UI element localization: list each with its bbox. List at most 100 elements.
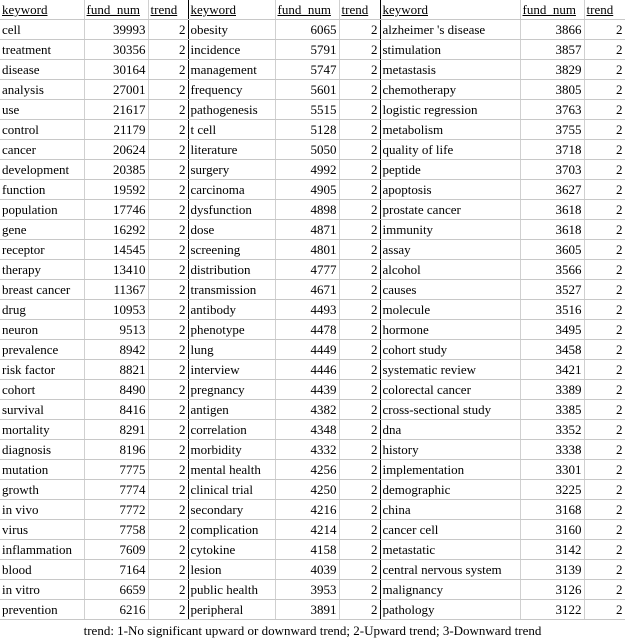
- keyword-cell: prostate cancer: [380, 199, 521, 220]
- fund-num-cell: 3225: [520, 479, 585, 500]
- trend-cell: 2: [148, 539, 189, 560]
- keyword-cell: morbidity: [188, 439, 276, 460]
- table-body: cell 39993 2 obesity 6065 2 alzheimer 's disea…: [0, 19, 625, 620]
- keyword-cell: prevention: [0, 599, 85, 620]
- keyword-cell: receptor: [0, 239, 85, 260]
- fund-num-cell: 3458: [520, 339, 585, 360]
- trend-cell: 2: [148, 299, 189, 320]
- fund-num-cell: 3755: [520, 119, 585, 140]
- fund-num-cell: 3627: [520, 179, 585, 200]
- trend-cell: 2: [584, 499, 625, 520]
- keyword-cell: analysis: [0, 79, 85, 100]
- fund-num-cell: 4801: [275, 239, 340, 260]
- trend-cell: 2: [584, 319, 625, 340]
- column-header-fund-num: fund_num: [520, 0, 585, 20]
- keyword-cell: in vivo: [0, 499, 85, 520]
- table-row: therapy 13410 2 distribution 4777 2 alcohol 356…: [0, 259, 625, 280]
- keyword-cell: surgery: [188, 159, 276, 180]
- fund-num-cell: 4439: [275, 379, 340, 400]
- keyword-cell: complication: [188, 519, 276, 540]
- trend-cell: 2: [584, 179, 625, 200]
- keyword-cell: treatment: [0, 39, 85, 60]
- fund-num-cell: 3126: [520, 579, 585, 600]
- table-row: prevalence 8942 2 lung 4449 2 cohort study 3458…: [0, 339, 625, 360]
- fund-num-cell: 3618: [520, 199, 585, 220]
- keyword-cell: prevalence: [0, 339, 85, 360]
- fund-num-cell: 3857: [520, 39, 585, 60]
- keyword-cell: use: [0, 99, 85, 120]
- fund-num-cell: 3301: [520, 459, 585, 480]
- table-row: blood 7164 2 lesion 4039 2 central nervous sys…: [0, 559, 625, 580]
- column-header-trend: trend: [148, 0, 189, 20]
- fund-num-cell: 7164: [84, 559, 149, 580]
- trend-cell: 2: [584, 559, 625, 580]
- fund-num-cell: 4256: [275, 459, 340, 480]
- table-row: in vitro 6659 2 public health 3953 2 malignanc…: [0, 579, 625, 600]
- fund-num-cell: 13410: [84, 259, 149, 280]
- keyword-cell: frequency: [188, 79, 276, 100]
- fund-num-cell: 4478: [275, 319, 340, 340]
- fund-num-cell: 4777: [275, 259, 340, 280]
- fund-num-cell: 3866: [520, 19, 585, 40]
- table-row: cancer 20624 2 literature 5050 2 quality of li…: [0, 139, 625, 160]
- trend-cell: 2: [148, 139, 189, 160]
- keyword-cell: logistic regression: [380, 99, 521, 120]
- trend-cell: 2: [584, 219, 625, 240]
- table-row: cohort 8490 2 pregnancy 4439 2 colorectal canc…: [0, 379, 625, 400]
- trend-cell: 2: [148, 339, 189, 360]
- trend-cell: 2: [339, 179, 381, 200]
- fund-num-cell: 16292: [84, 219, 149, 240]
- fund-num-cell: 39993: [84, 19, 149, 40]
- keyword-cell: risk factor: [0, 359, 85, 380]
- keyword-cell: survival: [0, 399, 85, 420]
- trend-cell: 2: [339, 239, 381, 260]
- fund-num-cell: 8821: [84, 359, 149, 380]
- keyword-cell: antigen: [188, 399, 276, 420]
- trend-cell: 2: [584, 599, 625, 620]
- fund-num-cell: 4671: [275, 279, 340, 300]
- fund-num-cell: 3385: [520, 399, 585, 420]
- fund-num-cell: 8196: [84, 439, 149, 460]
- trend-cell: 2: [148, 199, 189, 220]
- trend-cell: 2: [339, 259, 381, 280]
- trend-cell: 2: [584, 99, 625, 120]
- keyword-cell: china: [380, 499, 521, 520]
- fund-num-cell: 3829: [520, 59, 585, 80]
- trend-cell: 2: [339, 199, 381, 220]
- keyword-cell: systematic review: [380, 359, 521, 380]
- table-row: mutation 7775 2 mental health 4256 2 implement…: [0, 459, 625, 480]
- trend-cell: 2: [584, 479, 625, 500]
- table-row: virus 7758 2 complication 4214 2 cancer cell 31…: [0, 519, 625, 540]
- fund-num-cell: 4871: [275, 219, 340, 240]
- keyword-cell: therapy: [0, 259, 85, 280]
- trend-cell: 2: [339, 19, 381, 40]
- table-row: treatment 30356 2 incidence 5791 2 stimulation…: [0, 39, 625, 60]
- keyword-cell: neuron: [0, 319, 85, 340]
- trend-cell: 2: [584, 579, 625, 600]
- trend-cell: 2: [584, 399, 625, 420]
- column-header-trend: trend: [584, 0, 625, 20]
- keyword-cell: alzheimer 's disease: [380, 19, 521, 40]
- keyword-cell: lung: [188, 339, 276, 360]
- trend-cell: 2: [584, 199, 625, 220]
- fund-num-cell: 21179: [84, 119, 149, 140]
- keyword-cell: dose: [188, 219, 276, 240]
- fund-num-cell: 3703: [520, 159, 585, 180]
- table-row: in vivo 7772 2 secondary 4216 2 china 3168 2: [0, 499, 625, 520]
- fund-num-cell: 8416: [84, 399, 149, 420]
- trend-cell: 2: [339, 479, 381, 500]
- keyword-cell: obesity: [188, 19, 276, 40]
- keyword-cell: apoptosis: [380, 179, 521, 200]
- table-row: diagnosis 8196 2 morbidity 4332 2 history 3338 2: [0, 439, 625, 460]
- fund-num-cell: 6659: [84, 579, 149, 600]
- table-row: gene 16292 2 dose 4871 2 immunity 3618 2: [0, 219, 625, 240]
- fund-num-cell: 19592: [84, 179, 149, 200]
- fund-num-cell: 3168: [520, 499, 585, 520]
- fund-num-cell: 6065: [275, 19, 340, 40]
- fund-num-cell: 3805: [520, 79, 585, 100]
- trend-cell: 2: [148, 599, 189, 620]
- keyword-table: keyword fund_num trend keyword fund_num trend…: [0, 0, 625, 620]
- keyword-cell: virus: [0, 519, 85, 540]
- trend-cell: 2: [148, 459, 189, 480]
- keyword-cell: quality of life: [380, 139, 521, 160]
